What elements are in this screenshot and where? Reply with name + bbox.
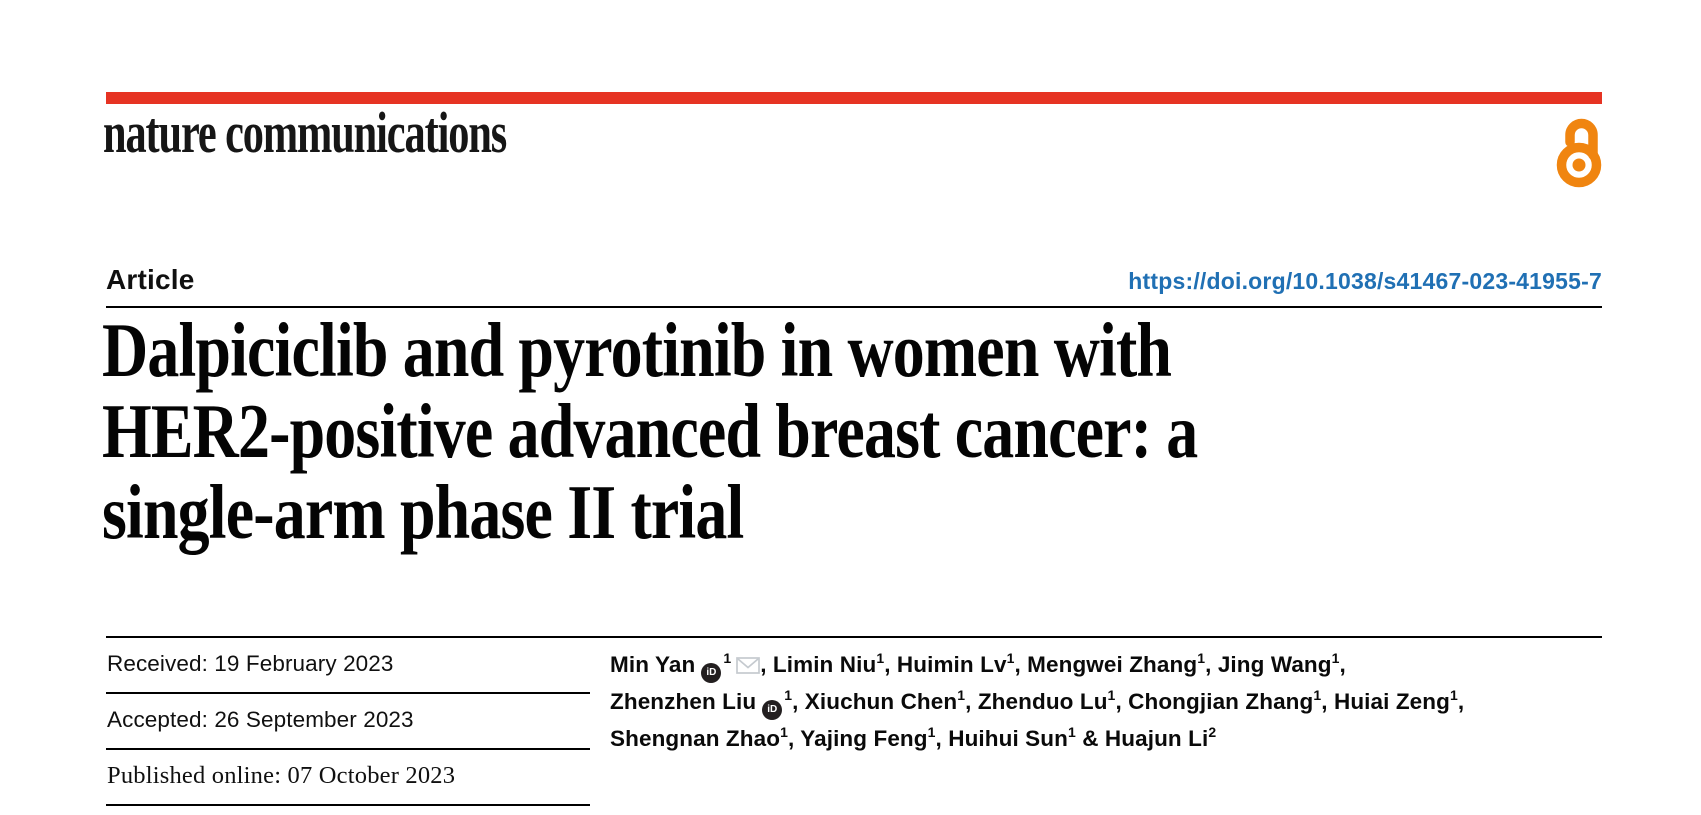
affiliation-superscript: 1 — [1067, 723, 1076, 740]
author-name: Chongjian Zhang — [1128, 689, 1314, 714]
author-name: Mengwei Zhang — [1027, 652, 1198, 677]
title-line: HER2-positive advanced breast cancer: a — [102, 388, 1198, 474]
title-line: single-arm phase II trial — [102, 469, 744, 555]
history-column: Received: 19 February 2023 Accepted: 26 S… — [106, 638, 590, 806]
affiliation-superscript: 1 — [784, 686, 793, 703]
orcid-icon[interactable]: iD — [701, 663, 722, 683]
author-name: Huiai Zeng — [1333, 689, 1450, 714]
article-title: Dalpiciclib and pyrotinib in women with … — [102, 310, 1604, 553]
doi-link[interactable]: https://doi.org/10.1038/s41467-023-41955… — [1128, 268, 1602, 294]
affiliation-superscript: 1 — [1331, 649, 1340, 666]
affiliation-superscript: 1 — [1107, 686, 1116, 703]
title-line: Dalpiciclib and pyrotinib in women with — [102, 307, 1172, 393]
affiliation-superscript: 1 — [876, 649, 885, 666]
affiliation-superscript: 1 — [957, 686, 966, 703]
journal-brand-bar — [106, 92, 1602, 104]
article-meta-row: Article https://doi.org/10.1038/s41467-0… — [106, 264, 1602, 296]
affiliation-superscript: 1 — [1313, 686, 1322, 703]
history-row: Received: 19 February 2023 — [106, 638, 590, 694]
affiliation-superscript: 1 — [927, 723, 936, 740]
author-name: Zhenduo Lu — [977, 689, 1108, 714]
affiliation-superscript: 1 — [1197, 649, 1206, 666]
orcid-icon[interactable]: iD — [762, 700, 783, 720]
email-icon[interactable] — [736, 657, 761, 674]
affiliation-superscript: 1 — [723, 649, 732, 666]
affiliation-superscript: 2 — [1208, 723, 1217, 740]
journal-logo: nature communications — [103, 100, 507, 165]
history-authors-section: Received: 19 February 2023 Accepted: 26 S… — [106, 636, 1602, 815]
author-list: Min Yan iD1, Limin Niu1, Huimin Lv1, Meng… — [610, 649, 1465, 752]
history-row: Accepted: 26 September 2023 — [106, 694, 590, 750]
author-name: Min Yan — [610, 652, 696, 677]
history-row: Published online: 07 October 2023 — [106, 750, 590, 806]
author-name: Huihui Sun — [948, 726, 1068, 751]
affiliation-superscript: 1 — [1449, 686, 1458, 703]
author-name: Huajun Li — [1104, 726, 1209, 751]
author-name: Yajing Feng — [800, 726, 928, 751]
affiliation-superscript: 1 — [1006, 649, 1015, 666]
author-name: Jing Wang — [1217, 652, 1332, 677]
article-type-label: Article — [106, 264, 195, 295]
author-name: Zhenzhen Liu — [610, 689, 757, 714]
open-access-icon[interactable] — [1556, 110, 1602, 193]
affiliation-superscript: 1 — [780, 723, 788, 740]
author-name: Shengnan Zhao — [610, 726, 781, 751]
author-name: Xiuchun Chen — [804, 689, 958, 714]
authors-column: Min Yan iD1, Limin Niu1, Huimin Lv1, Meng… — [610, 646, 1602, 757]
author-name: Limin Niu — [772, 652, 877, 677]
author-name: Huimin Lv — [896, 652, 1007, 677]
header-divider — [106, 306, 1602, 308]
